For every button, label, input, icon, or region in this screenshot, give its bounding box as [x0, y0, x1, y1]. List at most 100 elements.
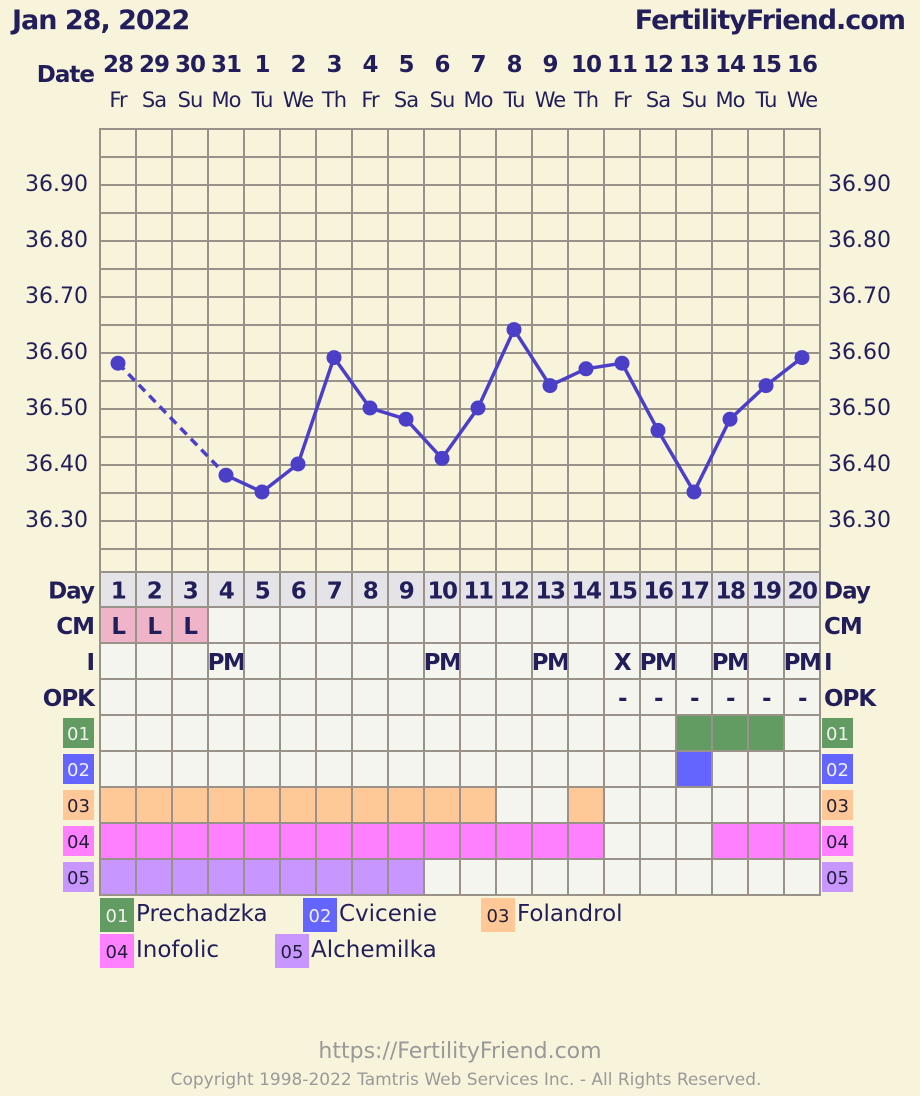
temp-point[interactable]	[398, 411, 414, 427]
temp-point[interactable]	[794, 350, 810, 366]
med-cell[interactable]	[531, 750, 569, 788]
opk-cell[interactable]	[387, 678, 425, 716]
med-cell[interactable]	[711, 750, 749, 788]
intercourse-cell[interactable]	[351, 642, 389, 680]
med-cell[interactable]	[711, 714, 749, 752]
cm-cell[interactable]	[603, 606, 641, 644]
med-cell[interactable]	[279, 858, 317, 896]
med-cell[interactable]	[387, 750, 425, 788]
med-cell[interactable]	[639, 822, 677, 860]
med-cell[interactable]	[135, 714, 173, 752]
med-cell[interactable]	[387, 822, 425, 860]
opk-cell[interactable]	[639, 678, 677, 716]
med-cell[interactable]	[207, 714, 245, 752]
med-cell[interactable]	[639, 750, 677, 788]
intercourse-cell[interactable]	[387, 642, 425, 680]
cm-cell[interactable]	[711, 606, 749, 644]
med-cell[interactable]	[531, 858, 569, 896]
opk-cell[interactable]	[207, 678, 245, 716]
med-cell[interactable]	[315, 786, 353, 824]
intercourse-cell[interactable]	[315, 642, 353, 680]
temp-point[interactable]	[290, 456, 306, 472]
med-cell[interactable]	[135, 858, 173, 896]
med-cell[interactable]	[711, 822, 749, 860]
med-cell[interactable]	[207, 750, 245, 788]
med-cell[interactable]	[99, 714, 137, 752]
day-cell[interactable]	[711, 571, 749, 608]
opk-cell[interactable]	[171, 678, 209, 716]
day-cell[interactable]	[603, 571, 641, 608]
day-cell[interactable]	[567, 571, 605, 608]
med-cell[interactable]	[603, 750, 641, 788]
med-cell[interactable]	[675, 714, 713, 752]
med-cell[interactable]	[531, 714, 569, 752]
temp-point[interactable]	[722, 411, 738, 427]
intercourse-cell[interactable]	[243, 642, 281, 680]
opk-cell[interactable]	[459, 678, 497, 716]
med-cell[interactable]	[495, 822, 533, 860]
cm-cell[interactable]	[747, 606, 785, 644]
med-cell[interactable]	[639, 714, 677, 752]
med-cell[interactable]	[171, 750, 209, 788]
temp-point[interactable]	[254, 484, 270, 500]
med-cell[interactable]	[747, 750, 785, 788]
med-cell[interactable]	[603, 858, 641, 896]
med-cell[interactable]	[747, 714, 785, 752]
med-cell[interactable]	[459, 858, 497, 896]
med-cell[interactable]	[675, 750, 713, 788]
med-cell[interactable]	[675, 786, 713, 824]
cm-cell[interactable]	[675, 606, 713, 644]
med-cell[interactable]	[315, 714, 353, 752]
intercourse-cell[interactable]	[135, 642, 173, 680]
med-cell[interactable]	[243, 822, 281, 860]
med-cell[interactable]	[423, 750, 461, 788]
cm-cell[interactable]	[531, 606, 569, 644]
med-cell[interactable]	[135, 750, 173, 788]
temp-point[interactable]	[110, 355, 126, 371]
cm-cell[interactable]	[783, 606, 821, 644]
intercourse-cell[interactable]	[459, 642, 497, 680]
cm-cell[interactable]	[639, 606, 677, 644]
med-cell[interactable]	[315, 750, 353, 788]
day-cell[interactable]	[351, 571, 389, 608]
day-cell[interactable]	[243, 571, 281, 608]
med-cell[interactable]	[351, 786, 389, 824]
med-cell[interactable]	[783, 750, 821, 788]
med-cell[interactable]	[243, 714, 281, 752]
med-cell[interactable]	[351, 822, 389, 860]
med-cell[interactable]	[423, 858, 461, 896]
med-cell[interactable]	[207, 786, 245, 824]
med-cell[interactable]	[423, 786, 461, 824]
med-cell[interactable]	[171, 822, 209, 860]
med-cell[interactable]	[711, 786, 749, 824]
opk-cell[interactable]	[351, 678, 389, 716]
opk-cell[interactable]	[711, 678, 749, 716]
opk-cell[interactable]	[531, 678, 569, 716]
med-cell[interactable]	[567, 786, 605, 824]
med-cell[interactable]	[207, 858, 245, 896]
opk-cell[interactable]	[315, 678, 353, 716]
med-cell[interactable]	[387, 858, 425, 896]
med-cell[interactable]	[639, 858, 677, 896]
med-cell[interactable]	[243, 858, 281, 896]
intercourse-cell[interactable]	[675, 642, 713, 680]
med-cell[interactable]	[783, 786, 821, 824]
opk-cell[interactable]	[495, 678, 533, 716]
med-cell[interactable]	[279, 822, 317, 860]
med-cell[interactable]	[531, 822, 569, 860]
temp-point[interactable]	[434, 450, 450, 466]
temp-point[interactable]	[578, 361, 594, 377]
med-cell[interactable]	[711, 858, 749, 896]
med-cell[interactable]	[351, 750, 389, 788]
intercourse-cell[interactable]	[171, 642, 209, 680]
med-cell[interactable]	[279, 714, 317, 752]
cm-cell[interactable]	[567, 606, 605, 644]
med-cell[interactable]	[459, 786, 497, 824]
med-cell[interactable]	[207, 822, 245, 860]
med-cell[interactable]	[99, 750, 137, 788]
med-cell[interactable]	[171, 714, 209, 752]
intercourse-cell[interactable]	[603, 642, 641, 680]
day-cell[interactable]	[783, 571, 821, 608]
med-cell[interactable]	[135, 786, 173, 824]
med-cell[interactable]	[495, 750, 533, 788]
